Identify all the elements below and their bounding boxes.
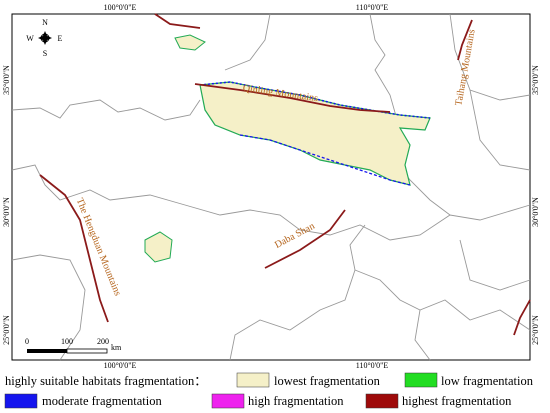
legend-label: high fragmentation (248, 394, 344, 408)
scale-unit: km (111, 343, 122, 352)
legend-label: low fragmentation (441, 374, 534, 388)
legend-label: moderate fragmentation (42, 394, 162, 408)
lat-label: 30°0'0"N (531, 197, 540, 227)
legend-swatch (365, 393, 399, 409)
scale-tick: 100 (61, 337, 73, 346)
legend-title: highly suitable habitats fragmentation： (5, 374, 207, 388)
lon-label: 110°0'0"E (356, 361, 389, 370)
map-frame (11, 13, 531, 361)
legend-label: highest fragmentation (402, 394, 512, 408)
graticule-labels: 100°0'0"E 110°0'0"E 100°0'0"E 110°0'0"E … (2, 3, 540, 370)
province-boundaries (11, 13, 531, 361)
legend-label: lowest fragmentation (274, 374, 381, 388)
lat-label: 35°0'0"N (2, 65, 11, 95)
legend-swatch (4, 393, 38, 409)
lon-label: 100°0'0"E (104, 3, 137, 12)
lat-label: 25°0'0"N (531, 315, 540, 345)
compass-n: N (42, 18, 48, 27)
compass-w: W (26, 34, 34, 43)
compass-e: E (58, 34, 63, 43)
legend: highly suitable habitats fragmentation： … (4, 372, 534, 409)
lon-label: 110°0'0"E (356, 3, 389, 12)
mountain-ridges (39, 13, 531, 336)
compass: N S E W (26, 18, 62, 58)
legend-swatch (236, 372, 270, 388)
lat-label: 35°0'0"N (531, 65, 540, 95)
scale-tick: 200 (97, 337, 109, 346)
lat-label: 25°0'0"N (2, 315, 11, 345)
habitat-patches (144, 34, 431, 263)
scale-bar: 0 100 200 km (25, 337, 122, 354)
lon-label: 100°0'0"E (104, 361, 137, 370)
lat-label: 30°0'0"N (2, 197, 11, 227)
compass-s: S (43, 49, 47, 58)
legend-swatch (211, 393, 245, 409)
legend-swatch (404, 372, 438, 388)
scale-tick: 0 (25, 337, 29, 346)
